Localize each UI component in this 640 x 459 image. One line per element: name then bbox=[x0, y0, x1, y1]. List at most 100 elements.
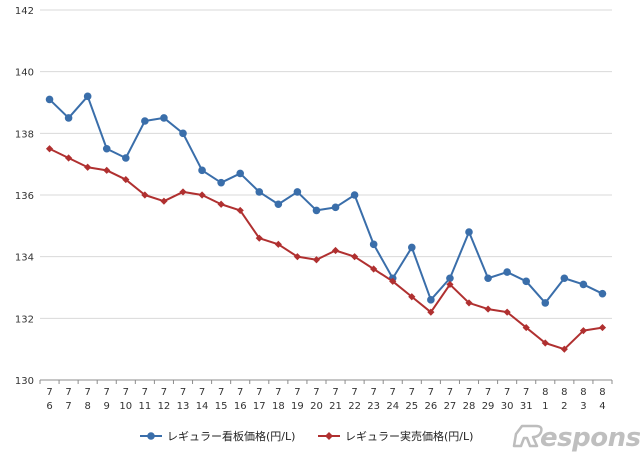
data-point bbox=[198, 166, 206, 175]
data-point bbox=[141, 117, 149, 125]
data-point bbox=[408, 243, 416, 252]
x-tick-label-month: 7 bbox=[275, 387, 281, 398]
data-point bbox=[122, 175, 130, 184]
x-tick-label-day: 15 bbox=[215, 401, 228, 412]
y-tick-label: 132 bbox=[15, 314, 34, 325]
data-point bbox=[65, 154, 73, 162]
data-point bbox=[64, 114, 73, 122]
y-tick-label: 140 bbox=[15, 68, 34, 79]
data-point bbox=[141, 191, 149, 199]
series-1 bbox=[45, 92, 607, 307]
x-tick-label-day: 16 bbox=[234, 401, 247, 412]
data-point bbox=[198, 191, 206, 199]
watermark-text: esponse. bbox=[540, 423, 640, 453]
data-point bbox=[236, 206, 244, 215]
data-point bbox=[331, 203, 340, 212]
legend: レギュラー看板価格(円/L) レギュラー実売価格(円/L) bbox=[140, 429, 473, 443]
x-tick-label-month: 8 bbox=[561, 387, 567, 398]
x-tick-label-day: 9 bbox=[104, 401, 110, 412]
x-tick-label-day: 26 bbox=[424, 401, 437, 412]
data-point bbox=[446, 274, 454, 283]
x-tick-label-month: 8 bbox=[542, 387, 548, 398]
legend-item-series-2: レギュラー実売価格(円/L) bbox=[318, 429, 473, 443]
data-point bbox=[465, 299, 473, 307]
x-tick-label-month: 7 bbox=[485, 387, 491, 398]
data-point bbox=[522, 277, 530, 286]
x-tick-label-month: 7 bbox=[313, 387, 319, 398]
series-line-1 bbox=[48, 95, 603, 304]
x-tick-label-day: 19 bbox=[291, 401, 304, 412]
x-tick-label-month: 7 bbox=[237, 387, 243, 398]
data-point bbox=[312, 206, 321, 215]
x-tick-label-month: 7 bbox=[199, 387, 205, 398]
legend-marker-series-1 bbox=[147, 432, 155, 440]
x-tick-label-day: 31 bbox=[520, 401, 533, 412]
x-tick-label-month: 7 bbox=[218, 387, 224, 398]
x-tick-label-month: 7 bbox=[123, 387, 129, 398]
x-tick-label-day: 12 bbox=[158, 401, 171, 412]
x-tick-label-month: 7 bbox=[351, 387, 357, 398]
x-tick-label-month: 8 bbox=[580, 387, 586, 398]
data-point bbox=[255, 188, 264, 196]
x-tick-label-month: 7 bbox=[504, 387, 510, 398]
data-point bbox=[236, 169, 244, 178]
x-tick-label-month: 7 bbox=[84, 387, 90, 398]
x-tick-label-month: 7 bbox=[370, 387, 376, 398]
data-point bbox=[83, 92, 92, 101]
x-tick-label-month: 7 bbox=[390, 387, 396, 398]
data-point bbox=[274, 240, 282, 248]
data-point bbox=[427, 296, 435, 304]
legend-marker-series-2 bbox=[325, 432, 333, 440]
x-tick-label-month: 8 bbox=[599, 387, 605, 398]
data-point bbox=[465, 228, 473, 236]
y-tick-label: 142 bbox=[15, 6, 34, 17]
data-point bbox=[369, 240, 378, 249]
x-tick-label-day: 10 bbox=[119, 401, 132, 412]
data-point bbox=[427, 308, 435, 316]
x-tick-label-day: 7 bbox=[65, 401, 71, 412]
x-tick-label-day: 28 bbox=[463, 401, 476, 412]
data-point bbox=[503, 308, 511, 316]
x-tick-label-day: 30 bbox=[501, 401, 514, 412]
watermark-r-icon bbox=[512, 424, 543, 448]
x-tick-label-day: 22 bbox=[348, 401, 361, 412]
series-line-2 bbox=[49, 147, 603, 351]
data-point bbox=[293, 253, 301, 261]
legend-label-series-2: レギュラー実売価格(円/L) bbox=[345, 429, 473, 443]
legend-item-series-1: レギュラー看板価格(円/L) bbox=[140, 429, 295, 443]
data-point bbox=[370, 265, 378, 273]
data-point bbox=[274, 200, 283, 209]
x-tick-label-month: 7 bbox=[332, 387, 338, 398]
x-tick-label-day: 25 bbox=[405, 401, 418, 412]
data-point bbox=[560, 345, 568, 353]
x-tick-label-day: 2 bbox=[561, 401, 567, 412]
data-point bbox=[503, 268, 511, 276]
x-tick-label-day: 20 bbox=[310, 401, 323, 412]
x-tick-label-month: 7 bbox=[256, 387, 262, 398]
data-point bbox=[122, 154, 130, 162]
data-point bbox=[160, 197, 168, 205]
data-point bbox=[103, 166, 111, 174]
x-tick-label-month: 7 bbox=[409, 387, 415, 398]
data-point bbox=[45, 145, 54, 153]
data-point bbox=[331, 246, 340, 255]
x-tick-label-day: 29 bbox=[482, 401, 495, 412]
x-tick-label-day: 13 bbox=[177, 401, 190, 412]
x-tick-label-month: 7 bbox=[180, 387, 186, 398]
data-point bbox=[579, 327, 587, 335]
data-point bbox=[598, 289, 607, 298]
data-point bbox=[45, 95, 54, 104]
response-watermark-logo: esponse. bbox=[512, 423, 640, 453]
x-tick-label-day: 27 bbox=[444, 401, 457, 412]
data-point bbox=[560, 274, 569, 283]
y-tick-label: 136 bbox=[15, 191, 34, 202]
data-point bbox=[102, 144, 111, 153]
data-point bbox=[351, 253, 359, 261]
data-point bbox=[389, 277, 397, 285]
legend-label-series-1: レギュラー看板価格(円/L) bbox=[167, 429, 295, 443]
x-axis: 7677787971071171271371471571671771871972… bbox=[39, 379, 613, 412]
x-tick-label-day: 8 bbox=[84, 401, 90, 412]
x-tick-label-month: 7 bbox=[447, 387, 453, 398]
data-point bbox=[446, 280, 454, 289]
data-point bbox=[217, 200, 225, 208]
